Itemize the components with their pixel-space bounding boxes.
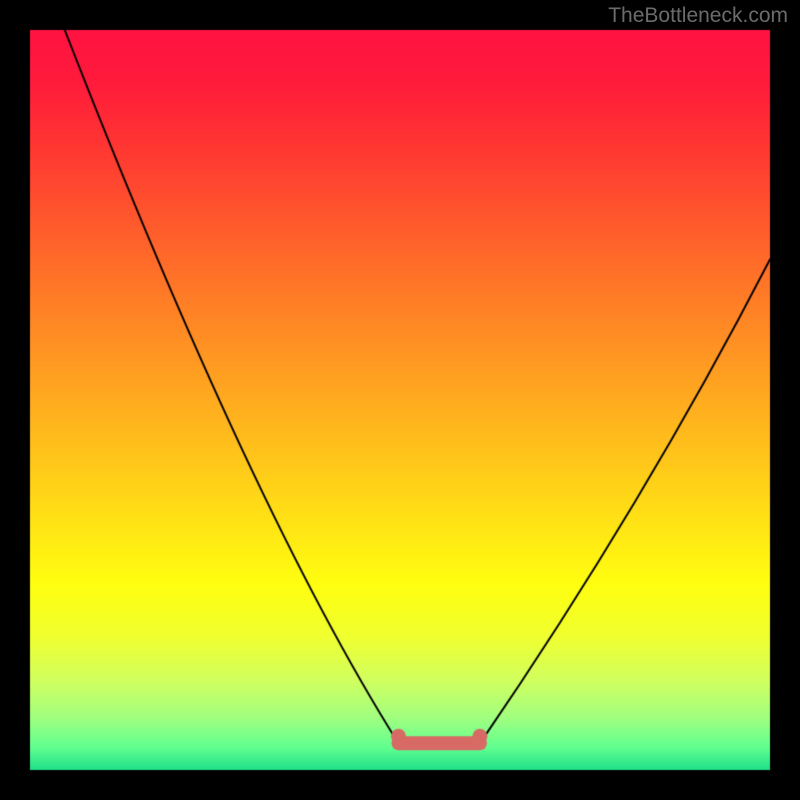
- gradient-background: [0, 0, 800, 800]
- watermark-text: TheBottleneck.com: [608, 4, 788, 28]
- chart-container: TheBottleneck.com: [0, 0, 800, 800]
- bottleneck-curve: [0, 0, 800, 800]
